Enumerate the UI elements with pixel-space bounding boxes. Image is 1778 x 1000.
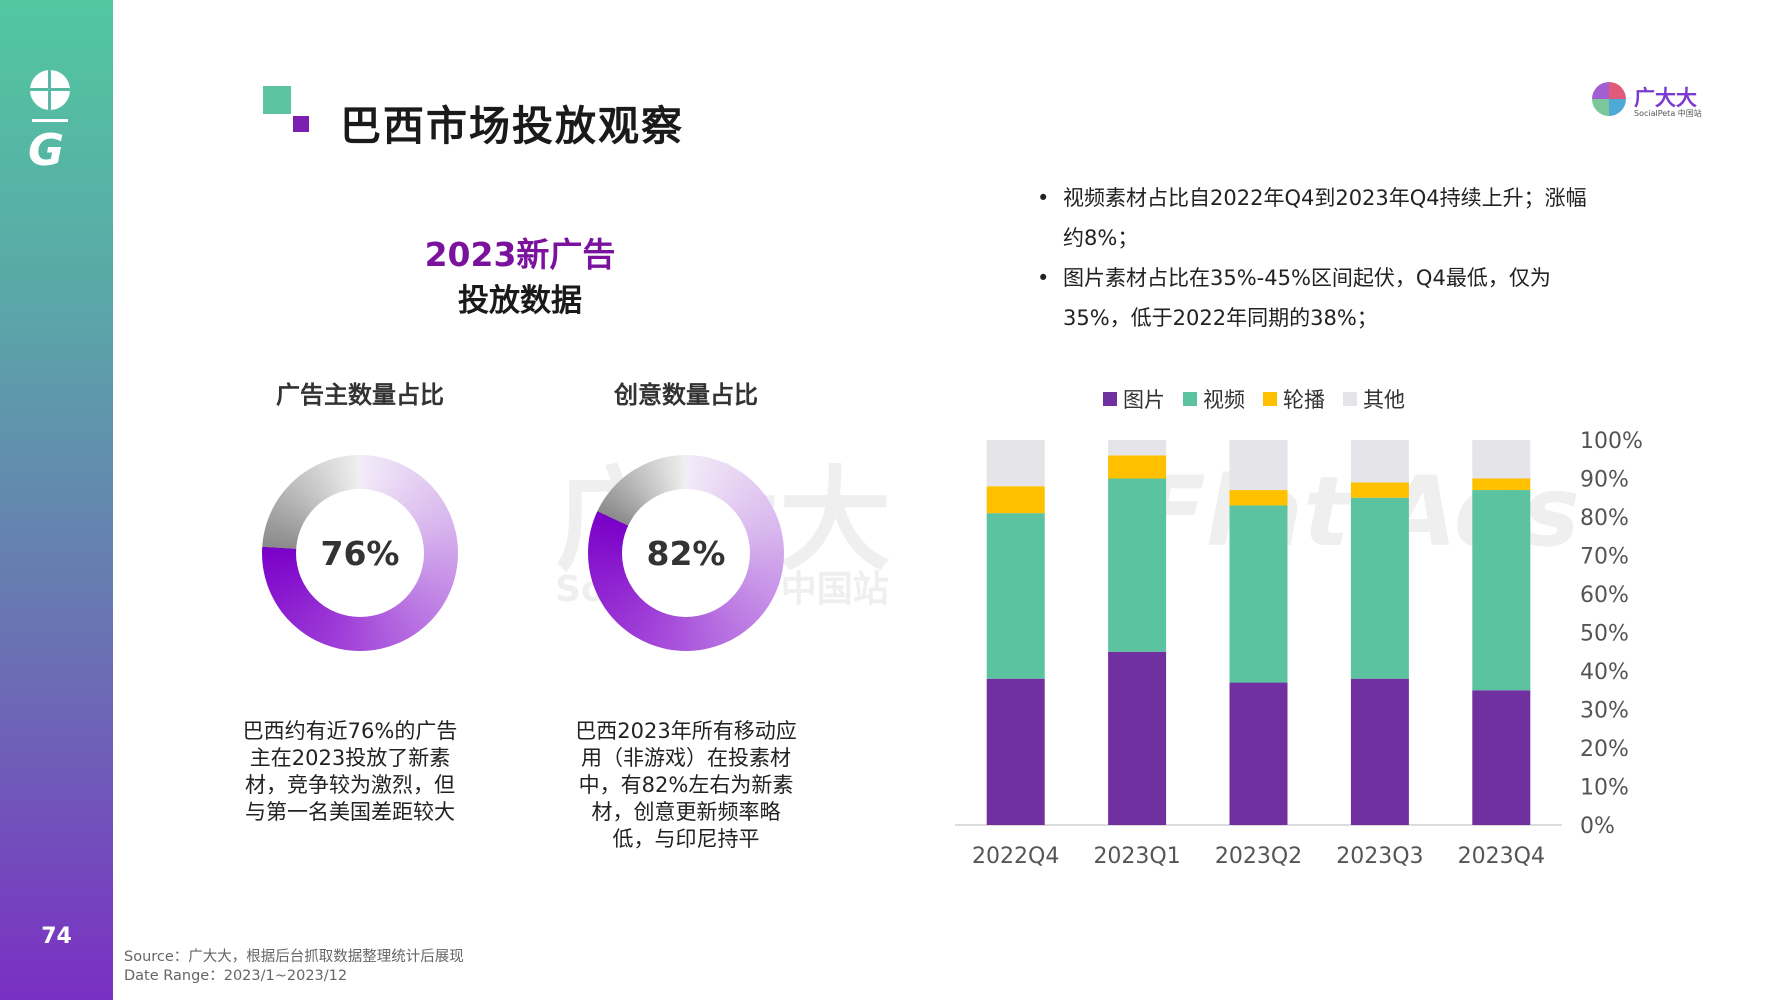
bar-segment-其他 xyxy=(1229,440,1288,491)
legend-label: 其他 xyxy=(1363,388,1405,412)
x-tick-label: 2023Q3 xyxy=(1336,844,1423,869)
legend-item: 其他 xyxy=(1343,384,1405,414)
bar-segment-图片 xyxy=(986,678,1045,825)
x-tick-label: 2022Q4 xyxy=(972,844,1059,869)
bullet-item: 视频素材占比自2022年Q4到2023年Q4持续上升；涨幅约8%； xyxy=(1035,178,1595,258)
y-tick-label: 20% xyxy=(1580,737,1629,762)
deco-square-purple xyxy=(293,116,309,132)
source-line: Source：广大大，根据后台抓取数据整理统计后展现 xyxy=(124,949,464,965)
y-tick-label: 30% xyxy=(1580,699,1629,724)
g-logo-icon: G xyxy=(28,125,65,176)
page-number: 74 xyxy=(41,924,72,949)
bar-segment-轮播 xyxy=(1350,482,1409,498)
y-tick-label: 0% xyxy=(1580,814,1615,839)
bar-segment-轮播 xyxy=(1108,455,1167,479)
insight-bullets: 视频素材占比自2022年Q4到2023年Q4持续上升；涨幅约8%； 图片素材占比… xyxy=(1035,178,1595,338)
donut-advertiser-value: 76% xyxy=(296,489,424,617)
bar-segment-轮播 xyxy=(1229,490,1288,506)
deco-square-green xyxy=(263,86,291,114)
bar-segment-图片 xyxy=(1108,651,1167,825)
donut-creative-description: 巴西2023年所有移动应用（非游戏）在投素材中，有82%左右为新素材，创意更新频… xyxy=(575,719,797,851)
bar-segment-视频 xyxy=(1108,478,1167,652)
y-tick-label: 60% xyxy=(1580,583,1629,608)
page-title: 巴西市场投放观察 xyxy=(340,102,684,150)
section-title-line2: 投放数据 xyxy=(458,283,582,319)
donut-advertiser: 76% xyxy=(262,455,458,651)
donut-advertiser-title: 广告主数量占比 xyxy=(276,381,444,409)
x-tick-label: 2023Q4 xyxy=(1458,844,1545,869)
legend-label: 视频 xyxy=(1203,388,1245,412)
y-tick-label: 100% xyxy=(1580,429,1643,454)
bar-segment-轮播 xyxy=(1472,478,1531,491)
sidebar: G 74 xyxy=(0,0,113,1000)
bar-segment-其他 xyxy=(1472,440,1531,479)
bar-segment-轮播 xyxy=(986,486,1045,514)
donut-creative-value: 82% xyxy=(622,489,750,617)
legend-item: 图片 xyxy=(1103,384,1165,414)
legend-label: 图片 xyxy=(1123,388,1165,412)
x-tick-label: 2023Q2 xyxy=(1215,844,1302,869)
bar-segment-图片 xyxy=(1350,678,1409,825)
bullet-item: 图片素材占比在35%-45%区间起伏，Q4最低，仅为35%，低于2022年同期的… xyxy=(1035,258,1595,338)
date-range-line: Date Range：2023/1~2023/12 xyxy=(124,968,348,984)
brand-name: 广大大 xyxy=(1634,86,1697,110)
source-note: Source：广大大，根据后台抓取数据整理统计后展现 Date Range：20… xyxy=(124,948,464,986)
donut-advertiser-description: 巴西约有近76%的广告主在2023投放了新素材，竞争较为激烈，但与第一名美国差距… xyxy=(242,719,458,824)
y-tick-label: 80% xyxy=(1580,506,1629,531)
bar-segment-视频 xyxy=(1350,497,1409,679)
brand-pie-icon xyxy=(1592,82,1626,116)
bar-segment-视频 xyxy=(986,513,1045,679)
donut-creative: 82% xyxy=(588,455,784,651)
bar-segment-其他 xyxy=(1350,440,1409,483)
bar-segment-其他 xyxy=(1108,440,1167,456)
legend-item: 视频 xyxy=(1183,384,1245,414)
y-tick-label: 90% xyxy=(1580,468,1629,493)
legend-item: 轮播 xyxy=(1263,384,1325,414)
legend-swatch-other xyxy=(1343,392,1357,406)
y-tick-label: 50% xyxy=(1580,622,1629,647)
y-tick-label: 70% xyxy=(1580,545,1629,570)
pie-logo-icon xyxy=(30,70,70,110)
logo-divider xyxy=(32,119,68,122)
stacked-bar-chart: 2022Q4 2023Q1 2023Q2 2023Q3 2023Q4 0% 10% 20% 30… xyxy=(955,429,1643,869)
legend-swatch-carousel xyxy=(1263,392,1277,406)
legend-label: 轮播 xyxy=(1283,388,1325,412)
y-tick-label: 10% xyxy=(1580,776,1629,801)
bar-segment-视频 xyxy=(1472,490,1531,691)
bar-segment-其他 xyxy=(986,440,1045,487)
section-title: 2023新广告 投放数据 xyxy=(410,232,630,324)
bar-segment-图片 xyxy=(1229,682,1288,825)
x-tick-label: 2023Q1 xyxy=(1093,844,1180,869)
brand-sub: SocialPeta 中国站 xyxy=(1634,109,1702,118)
legend-swatch-video xyxy=(1183,392,1197,406)
legend-swatch-image xyxy=(1103,392,1117,406)
flatads-logo: G xyxy=(28,70,74,176)
section-title-line1: 2023新广告 xyxy=(424,235,616,274)
bar-segment-视频 xyxy=(1229,505,1288,683)
chart-legend: 图片 视频 轮播 其他 xyxy=(1103,384,1405,414)
y-tick-label: 40% xyxy=(1580,660,1629,685)
bar-segment-图片 xyxy=(1472,690,1531,825)
donut-creative-title: 创意数量占比 xyxy=(614,381,758,409)
